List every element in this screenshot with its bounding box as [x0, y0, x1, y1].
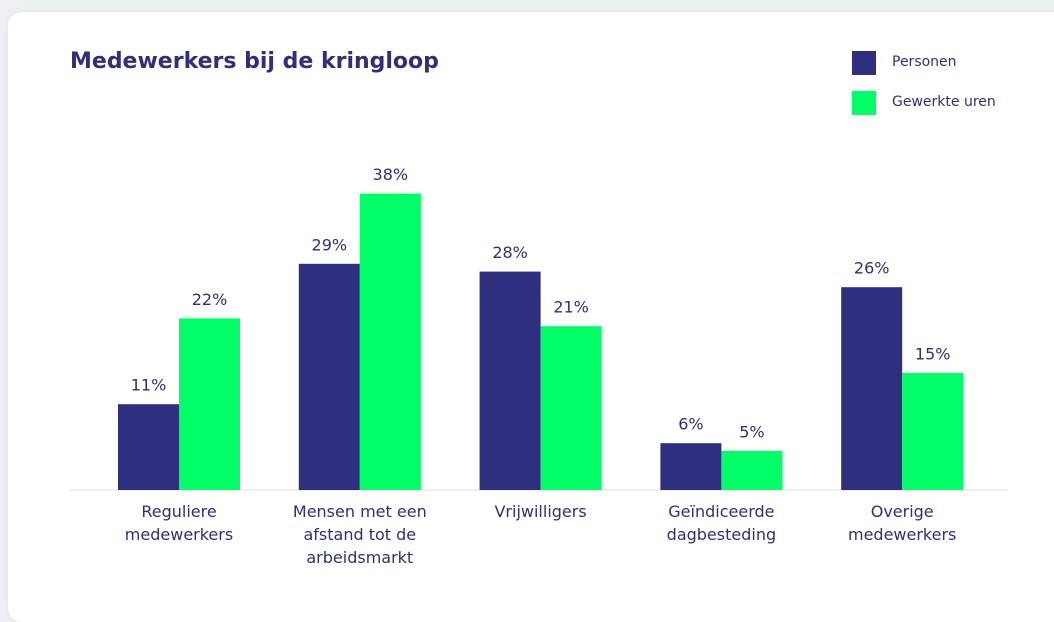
bar — [479, 271, 541, 490]
value-label: 28% — [492, 243, 528, 262]
bar — [841, 287, 903, 490]
x-tick-label: Reguliere medewerkers — [124, 502, 234, 544]
value-label: 21% — [553, 298, 589, 317]
x-tick-label: Vrijwilligers — [494, 502, 587, 521]
bar — [660, 443, 722, 490]
value-label: 11% — [131, 376, 167, 395]
x-tick-label: Overige medewerkers — [847, 502, 957, 544]
legend-label: Personen — [892, 54, 957, 70]
bar — [540, 326, 602, 490]
bar — [179, 318, 240, 490]
value-label: 38% — [373, 165, 409, 184]
legend-label: Gewerkte uren — [892, 94, 996, 110]
value-label: 15% — [915, 345, 951, 364]
bar — [902, 373, 964, 490]
chart: Medewerkers bij de kringloop Personen Gew… — [70, 49, 1008, 491]
x-tick-label: Geïndiceerde dagbesteding — [666, 502, 777, 544]
value-label: 6% — [678, 415, 703, 434]
bar — [721, 451, 783, 490]
bar — [118, 404, 179, 490]
value-label: 22% — [192, 290, 228, 309]
bar — [359, 193, 421, 490]
chart-title: Medewerkers bij de kringloop — [70, 49, 439, 74]
x-tick-label: Mensen met een afstand tot de arbeidsmar… — [292, 502, 427, 567]
value-label: 29% — [312, 235, 348, 254]
value-label: 26% — [854, 259, 890, 278]
legend-swatch — [852, 51, 876, 75]
value-label: 5% — [739, 423, 764, 442]
legend-swatch — [852, 91, 876, 115]
bar — [298, 263, 360, 490]
